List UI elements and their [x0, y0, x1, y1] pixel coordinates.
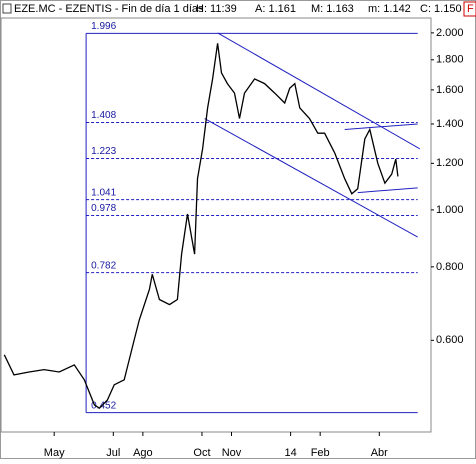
trend-line — [357, 187, 418, 194]
x-tick-label: Abr — [371, 447, 388, 459]
fib-label: 0.452 — [91, 400, 116, 411]
y-tick-label: 1.800 — [436, 54, 464, 66]
chart-title: EZE.MC - EZENTIS - Fin de día 1 días — [14, 3, 204, 15]
symbol-icon — [2, 3, 12, 14]
x-tick-label: Feb — [311, 447, 330, 459]
price-line — [3, 43, 399, 410]
header-stat: H: 11:39 — [196, 3, 237, 15]
fib-label: 1.996 — [91, 21, 116, 32]
x-tick-label: Nov — [222, 447, 242, 459]
x-tick-label: 14 — [284, 447, 296, 459]
header-stat: C: 1.150 — [420, 3, 462, 15]
header-stat: m: 1.142 — [368, 3, 411, 15]
y-tick-label: 1.000 — [436, 204, 464, 216]
y-tick-label: 2.000 — [436, 27, 464, 39]
trend-line — [344, 123, 418, 130]
y-tick-label: 0.800 — [436, 261, 464, 273]
fib-label: 1.408 — [91, 110, 116, 121]
trend-line — [204, 118, 418, 238]
fib-label: 0.782 — [91, 260, 116, 271]
x-tick-label: May — [44, 447, 65, 459]
badge-box — [463, 1, 476, 17]
badge: F — [467, 3, 474, 15]
fib-label: 1.223 — [91, 146, 116, 157]
trend-line — [217, 32, 421, 150]
y-tick-label: 1.200 — [436, 157, 464, 169]
y-tick-label: 1.600 — [436, 84, 464, 96]
fib-label: 1.041 — [91, 187, 116, 198]
plot-area — [0, 17, 432, 433]
header-stat: A: 1.161 — [255, 3, 296, 15]
x-tick-label: Oct — [193, 447, 210, 459]
x-tick-label: Ago — [133, 447, 153, 459]
header-stat: M: 1.163 — [311, 3, 354, 15]
fib-label: 0.978 — [91, 203, 116, 214]
y-tick-label: 1.400 — [436, 118, 464, 130]
y-tick-label: 0.600 — [436, 334, 464, 346]
x-tick-label: Jul — [106, 447, 120, 459]
